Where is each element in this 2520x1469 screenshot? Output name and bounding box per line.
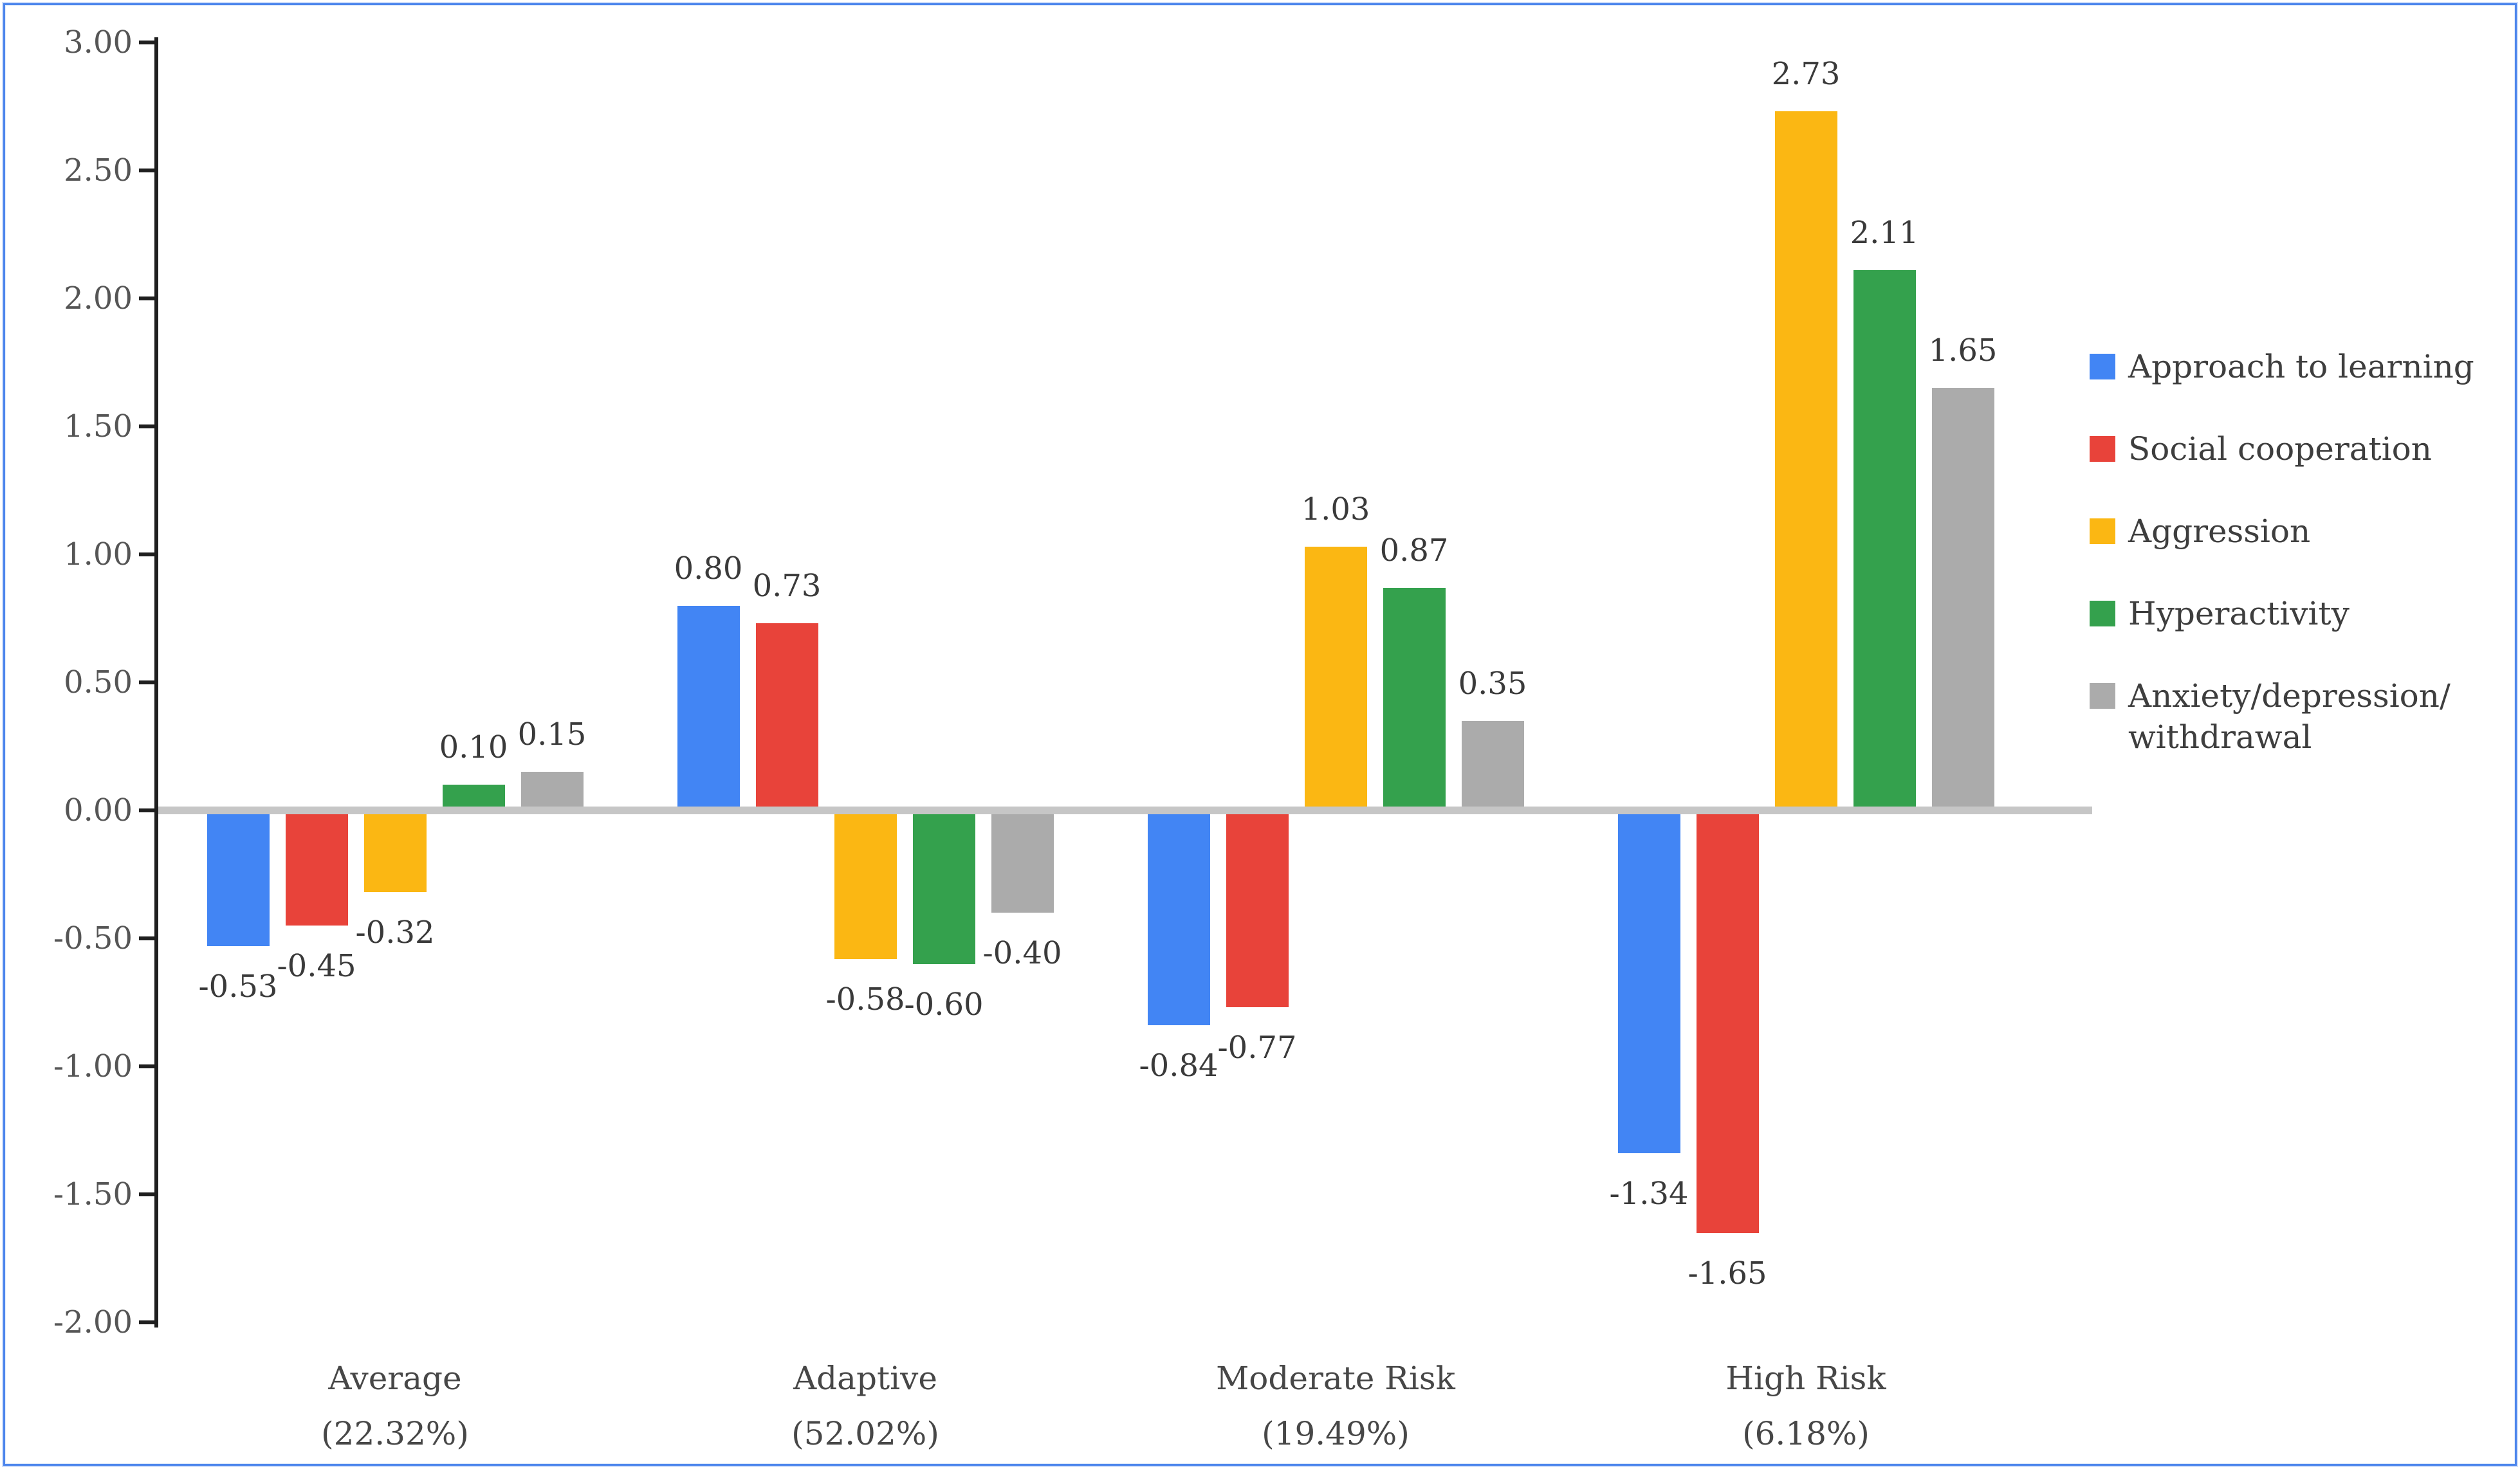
legend-label-line: Approach to learning [2128,348,2474,385]
y-tick-mark [139,552,154,556]
y-tick-label: 2.00 [64,280,133,316]
legend-swatch [2090,354,2115,379]
bar-value-label: -0.58 [825,981,905,1017]
bar [520,772,584,810]
legend-label-line: Hyperactivity [2128,595,2350,632]
bar-value-label: -0.32 [355,915,435,951]
y-tick-mark [139,424,154,428]
bar-value-label: 0.80 [674,550,743,587]
bar-value-label: 0.35 [1458,665,1527,702]
legend-label: Social cooperation [2128,428,2432,470]
y-tick-mark [139,169,154,172]
y-tick-label: 2.50 [64,152,133,188]
y-tick-mark [139,808,154,812]
y-tick-mark [139,1320,154,1324]
legend-label: Aggression [2128,511,2310,552]
bar [991,810,1054,913]
zero-gridline [158,807,2092,814]
category-label-percent: (22.32%) [321,1415,469,1452]
bar-value-label: 0.15 [517,716,587,753]
legend-swatch [2090,518,2115,544]
category-label-name: Average [328,1360,462,1397]
category-label-percent: (6.18%) [1742,1415,1870,1452]
bar [677,605,740,810]
bar-value-label: 2.11 [1850,215,1919,251]
category-label-name: Adaptive [793,1360,937,1397]
bar-value-label: 2.73 [1771,56,1841,93]
y-tick-label: -0.50 [53,920,133,956]
bar [1304,547,1367,810]
category-label: Moderate Risk (19.49%) [1136,1351,1535,1461]
y-tick-mark [139,1192,154,1196]
bar [285,810,348,926]
category-label-percent: (19.49%) [1262,1415,1410,1452]
bar-value-label: -1.65 [1688,1255,1767,1291]
category-label: High Risk (6.18%) [1606,1351,2005,1461]
y-tick-label: -2.00 [53,1304,133,1340]
bar [1617,810,1680,1154]
bar [1383,587,1446,810]
legend-label: Hyperactivity [2128,593,2350,634]
bar [207,810,270,946]
bar-value-label: -0.40 [982,935,1062,972]
legend-swatch [2090,436,2115,462]
bar-value-label: -1.34 [1609,1176,1689,1212]
bar [1853,270,1916,810]
bar-value-label: -0.84 [1139,1048,1219,1084]
bar [1461,720,1524,810]
category-label-name: Moderate Risk [1216,1360,1455,1397]
bar [755,623,818,810]
legend-label-line: Aggression [2128,513,2311,550]
bar [1931,388,1994,810]
bar-value-label: 0.73 [752,568,822,605]
bar-value-label: -0.77 [1217,1030,1297,1066]
bar [1774,111,1837,810]
legend-label: Approach to learning [2128,346,2474,387]
legend-label: Anxiety/depression/withdrawal [2128,675,2451,758]
category-label-name: High Risk [1725,1360,1886,1397]
category-label: Average (22.32%) [196,1351,594,1461]
y-tick-label: 0.00 [64,792,133,828]
y-tick-mark [139,297,154,300]
bar [912,810,975,964]
bar-value-label: 0.10 [439,729,508,766]
bar-value-label: -0.60 [904,986,984,1023]
y-tick-label: -1.00 [53,1048,133,1084]
legend-swatch [2090,683,2115,709]
bar [442,785,505,810]
legend-label-line: Anxiety/depression/ [2128,677,2451,715]
category-label-percent: (52.02%) [791,1415,939,1452]
y-tick-mark [139,41,154,44]
y-tick-label: 1.00 [64,536,133,572]
legend-swatch [2090,601,2115,626]
bar-value-label: 1.65 [1928,333,1998,369]
bar [1226,810,1289,1008]
bar-value-label: -0.45 [277,948,356,985]
legend-label-line: withdrawal [2128,718,2312,756]
y-tick-mark [139,936,154,940]
bar [1147,810,1210,1026]
y-tick-label: 1.50 [64,408,133,444]
y-tick-mark [139,680,154,684]
legend-label-line: Social cooperation [2128,430,2432,468]
y-tick-label: 0.50 [64,664,133,700]
bar [1696,810,1759,1233]
bar-value-label: -0.53 [198,968,278,1005]
bar-value-label: 1.03 [1301,491,1370,528]
bar-value-label: 0.87 [1379,532,1449,569]
y-tick-label: 3.00 [64,24,133,60]
bar [834,810,897,959]
bar [363,810,427,893]
y-axis-line [154,37,158,1328]
category-label: Adaptive (52.02%) [666,1351,1065,1461]
y-tick-label: -1.50 [53,1176,133,1212]
y-tick-mark [139,1064,154,1068]
